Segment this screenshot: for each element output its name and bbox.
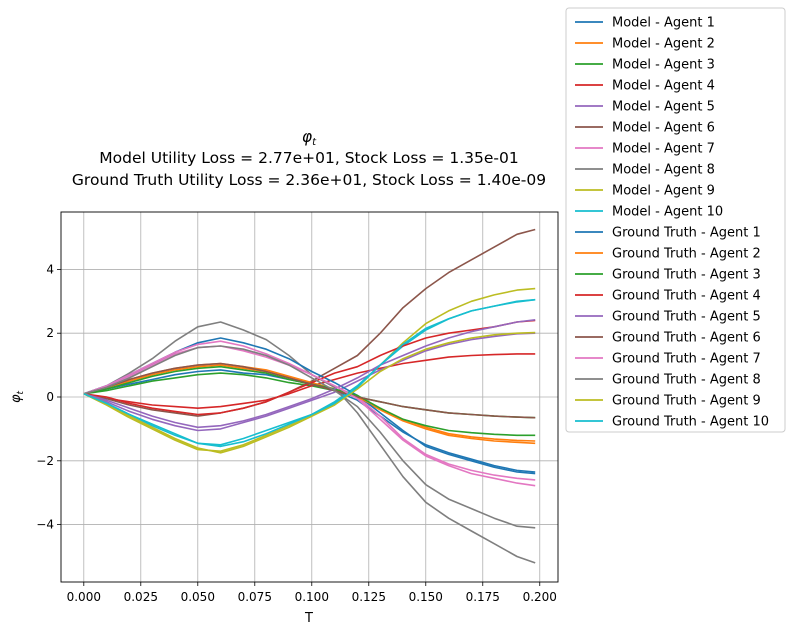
legend-entry-label: Ground Truth - Agent 9 [612,394,761,409]
series-line-16 [83,362,536,419]
chart-title-line-1: Model Utility Loss = 2.77e+01, Stock Los… [99,149,518,167]
legend-entry-label: Ground Truth - Agent 2 [612,247,761,262]
legend-entry-label: Ground Truth - Agent 3 [612,268,761,283]
x-tick-label: 0.000 [67,590,101,604]
legend-entry-label: Model - Agent 6 [612,121,715,136]
series-line-6 [83,228,536,417]
series-line-17 [83,340,536,487]
legend-entry-label: Ground Truth - Agent 10 [612,415,769,430]
series-lines [83,228,536,564]
x-tick-label: 0.050 [181,590,215,604]
y-tick-label: −4 [36,518,54,532]
legend-entry-label: Ground Truth - Agent 4 [612,289,761,304]
y-tick-label: 2 [46,326,54,340]
x-tick-label: 0.025 [124,590,158,604]
legend-entry-label: Ground Truth - Agent 5 [612,310,761,325]
legend-entry-label: Ground Truth - Agent 1 [612,226,761,241]
legend: Model - Agent 1 Model - Agent 2 Model - Ag… [565,7,786,433]
x-tick-label: 0.150 [409,590,443,604]
y-tick-label: −2 [36,454,54,468]
legend-entry-label: Model - Agent 2 [612,37,715,52]
legend-entry-label: Model - Agent 10 [612,205,723,220]
series-line-5 [83,332,536,432]
series-line-14 [83,319,536,416]
chart-title-symbol: φt [302,128,317,148]
legend-frame [565,7,786,433]
series-line-15 [83,319,536,429]
y-tick-label: 0 [46,390,54,404]
series-line-20 [83,298,536,448]
chart-title-line-2: Ground Truth Utility Loss = 2.36e+01, St… [72,171,546,189]
legend-entry-label: Ground Truth - Agent 7 [612,352,761,367]
legend-entry-label: Model - Agent 4 [612,79,715,94]
series-line-19 [83,331,536,454]
x-tick-label: 0.125 [352,590,386,604]
legend-entry-label: Model - Agent 5 [612,100,715,115]
series-line-18 [83,345,536,529]
legend-entry-label: Ground Truth - Agent 6 [612,331,761,346]
legend-entry-label: Ground Truth - Agent 8 [612,373,761,388]
legend-entry-label: Model - Agent 7 [612,142,715,157]
legend-entry-label: Model - Agent 9 [612,184,715,199]
y-tick-label: 4 [46,262,54,276]
x-tick-label: 0.100 [295,590,329,604]
series-line-8 [83,321,536,564]
legend-entry-label: Model - Agent 3 [612,58,715,73]
x-axis-label: T [304,611,313,626]
x-tick-label: 0.200 [523,590,557,604]
y-axis-label: φt [9,390,26,403]
grid [61,212,558,582]
x-tick-label: 0.075 [238,590,272,604]
axis-ticks: 0.000 0.025 0.050 0.075 0.100 0.125 0.150 0.175… [36,262,557,604]
legend-entry-label: Model - Agent 8 [612,163,715,178]
series-line-4 [83,353,536,410]
chart-title: φt Model Utility Loss = 2.77e+01, Stock … [72,128,546,189]
x-tick-label: 0.175 [466,590,500,604]
legend-entry-label: Model - Agent 1 [612,16,715,31]
